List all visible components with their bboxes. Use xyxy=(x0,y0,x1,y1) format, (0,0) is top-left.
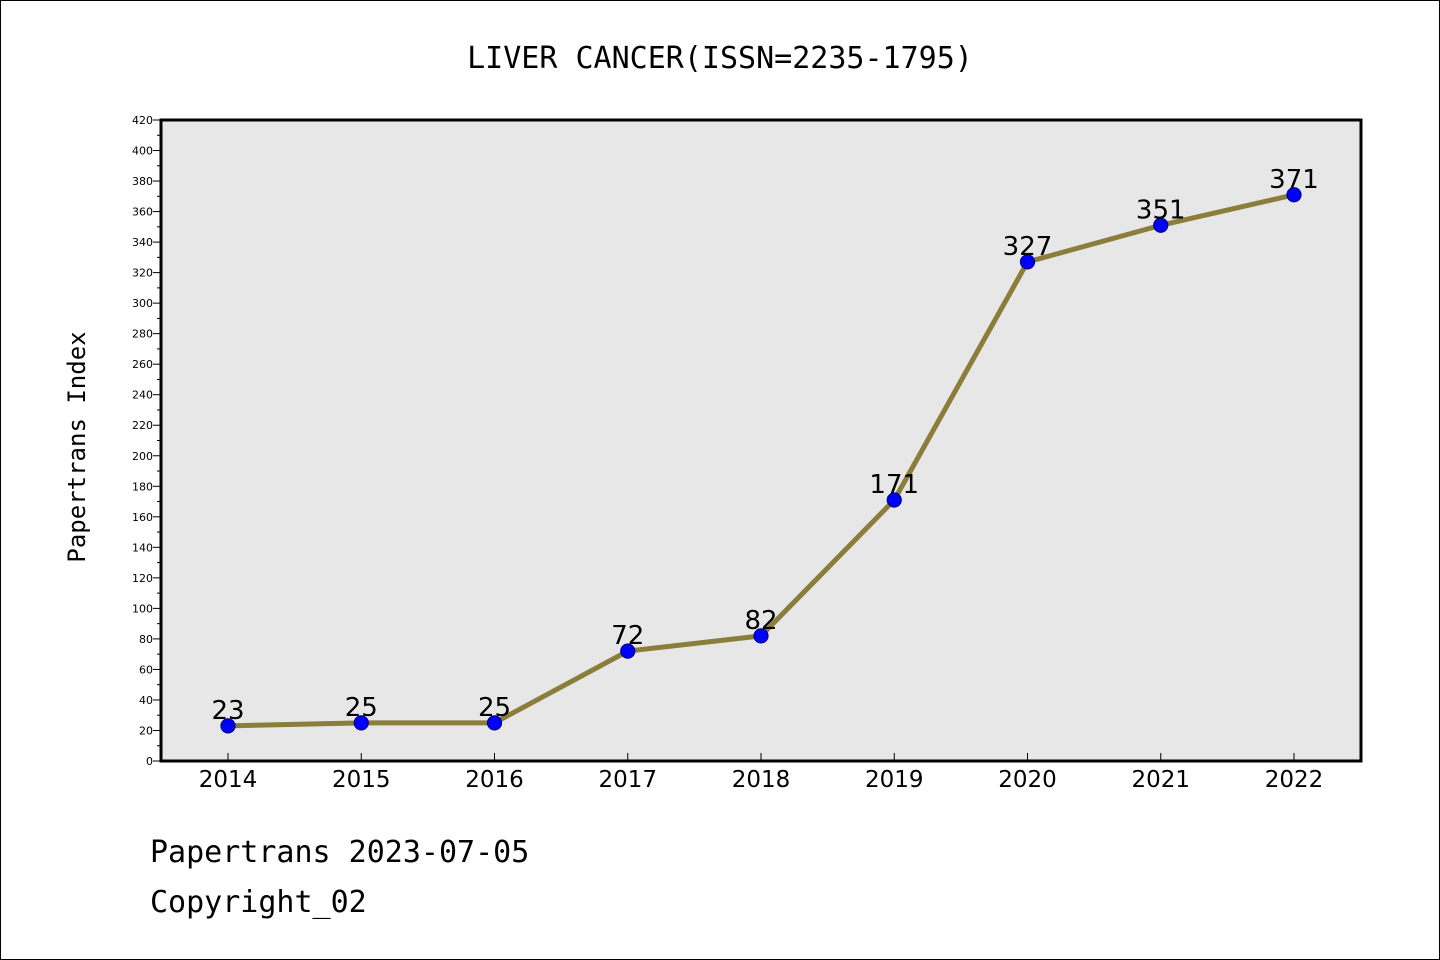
data-label: 171 xyxy=(869,470,919,500)
y-tick-label: 40 xyxy=(139,694,153,707)
footer-copyright: Copyright_02 xyxy=(150,885,367,920)
data-point xyxy=(886,492,902,508)
y-tick-label: 380 xyxy=(132,175,153,188)
x-tick-label: 2020 xyxy=(998,767,1057,793)
data-label: 82 xyxy=(744,606,777,636)
y-tick-label: 320 xyxy=(132,267,153,280)
y-tick-label: 240 xyxy=(132,389,153,402)
x-axis-ticks: 2014 2015 2016 2017 2018 2019 2020 2021 2022 xyxy=(199,753,1324,793)
y-tick-label: 360 xyxy=(132,206,153,219)
y-tick-label: 100 xyxy=(132,602,153,615)
data-point xyxy=(486,715,503,731)
y-axis-ticks: 0 20 40 60 80 100 120 140 160 180 200 220 240 260 280 3… xyxy=(132,114,161,768)
data-point xyxy=(1286,187,1302,203)
y-tick-label: 120 xyxy=(132,572,153,585)
data-label: 327 xyxy=(1003,232,1053,262)
y-axis-label: Papertrans Index xyxy=(63,331,91,562)
y-tick-label: 220 xyxy=(132,419,153,432)
x-tick-label: 2022 xyxy=(1265,767,1324,793)
data-label: 25 xyxy=(345,693,378,723)
y-tick-label: 420 xyxy=(132,114,153,127)
y-tick-label: 140 xyxy=(132,541,153,554)
footer-credit: Papertrans 2023-07-05 xyxy=(150,835,530,870)
data-label: 371 xyxy=(1269,165,1319,195)
data-point xyxy=(1153,217,1169,233)
x-tick-label: 2017 xyxy=(598,767,657,793)
data-point xyxy=(1019,254,1036,270)
data-label: 25 xyxy=(478,693,511,723)
y-tick-label: 200 xyxy=(132,450,153,463)
x-tick-label: 2014 xyxy=(199,767,258,793)
y-tick-label: 0 xyxy=(146,755,153,768)
data-label: 351 xyxy=(1136,195,1186,225)
data-label: 23 xyxy=(211,696,244,726)
series-group: 23 25 25 72 82 171 327 351 371 xyxy=(211,165,1319,734)
y-tick-label: 280 xyxy=(132,328,153,341)
data-point xyxy=(753,628,769,644)
x-tick-label: 2021 xyxy=(1131,767,1190,793)
x-tick-label: 2018 xyxy=(732,767,791,793)
y-tick-label: 400 xyxy=(132,145,153,158)
x-tick-label: 2016 xyxy=(465,767,524,793)
data-point xyxy=(220,718,236,734)
y-tick-label: 300 xyxy=(132,297,153,310)
y-tick-label: 160 xyxy=(132,511,153,524)
x-tick-label: 2019 xyxy=(865,767,924,793)
x-tick-label: 2015 xyxy=(332,767,391,793)
y-tick-label: 260 xyxy=(132,358,153,371)
y-tick-label: 60 xyxy=(139,663,153,676)
y-tick-label: 340 xyxy=(132,236,153,249)
y-tick-label: 180 xyxy=(132,480,153,493)
data-point xyxy=(353,715,369,731)
data-label: 72 xyxy=(611,621,644,651)
data-point xyxy=(620,643,636,659)
y-tick-label: 80 xyxy=(139,633,153,646)
y-tick-label: 20 xyxy=(139,724,153,737)
chart-title: LIVER CANCER(ISSN=2235-1795) xyxy=(467,41,973,76)
